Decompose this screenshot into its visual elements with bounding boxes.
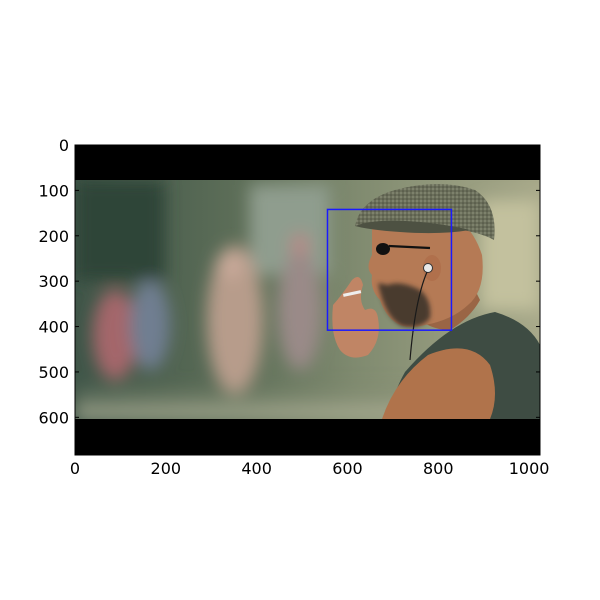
photo-image [75, 145, 540, 455]
x-tick-label: 0 [70, 459, 80, 478]
y-tick-label: 200 [38, 227, 69, 246]
axes-frame [74, 144, 541, 456]
x-tick-label: 200 [151, 459, 182, 478]
tick-marks [74, 144, 540, 455]
x-tick-label: 600 [332, 459, 363, 478]
x-tick-label: 400 [241, 459, 272, 478]
y-tick-label: 400 [38, 318, 69, 337]
blurred-street-background [75, 180, 540, 419]
y-tick-label: 600 [38, 408, 69, 427]
y-tick-label: 0 [59, 136, 69, 155]
x-tick-label: 1000 [509, 459, 550, 478]
x-tick-labels: 0 200 400 600 800 1000 [70, 459, 550, 478]
y-tick-label: 100 [38, 181, 69, 200]
y-tick-label: 300 [38, 272, 69, 291]
man-figure [332, 184, 540, 419]
y-tick-labels: 0 100 200 300 400 500 600 [38, 136, 69, 427]
y-tick-label: 500 [38, 363, 69, 382]
detection-box [326, 208, 453, 331]
x-tick-label: 800 [423, 459, 454, 478]
